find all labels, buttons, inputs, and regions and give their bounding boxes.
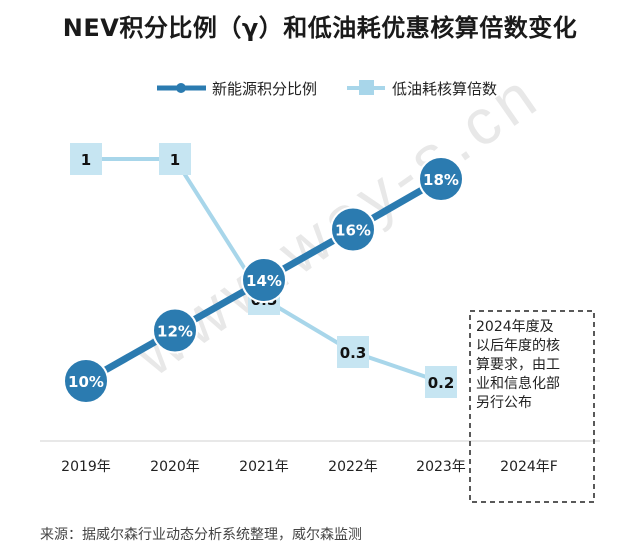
data-label-nev: 16% xyxy=(335,222,371,240)
legend: 新能源积分比例 低油耗核算倍数 xyxy=(157,80,497,98)
data-point-low-fuel xyxy=(159,143,191,175)
annotation-note: 2024年度及 以后年度的核 算要求，由工 业和信息化部 另行公布 xyxy=(476,319,560,411)
x-tick-label: 2021年 xyxy=(239,459,289,475)
data-point-nev xyxy=(63,358,109,404)
legend-marker-nev xyxy=(176,83,186,93)
data-label-low-fuel: 0.2 xyxy=(428,374,455,392)
data-label-nev: 14% xyxy=(246,272,282,290)
data-point-nev xyxy=(418,156,464,202)
source-note: 来源：据威尔森行业动态分析系统整理，威尔森监测 xyxy=(40,527,362,543)
chart-title: NEV积分比例（γ）和低油耗优惠核算倍数变化 xyxy=(62,14,578,42)
legend-marker-low-fuel xyxy=(359,80,374,95)
data-point-low-fuel xyxy=(337,336,369,368)
data-label-low-fuel: 0.3 xyxy=(340,344,367,362)
data-point-nev xyxy=(152,307,198,354)
data-point-nev xyxy=(241,257,287,303)
x-tick-labels: 2019年 2020年 2021年 2022年 2023年 2024年F xyxy=(61,459,558,475)
x-tick-label: 2023年 xyxy=(416,459,466,475)
data-point-low-fuel xyxy=(425,366,457,398)
data-label-nev: 10% xyxy=(68,373,104,391)
data-point-nev xyxy=(330,206,376,253)
legend-label-low-fuel: 低油耗核算倍数 xyxy=(392,80,497,98)
x-tick-label: 2019年 xyxy=(61,459,111,475)
data-label-nev: 12% xyxy=(157,323,193,341)
x-tick-label: 2024年F xyxy=(500,459,558,475)
data-label-low-fuel: 1 xyxy=(170,151,180,169)
data-label-nev: 18% xyxy=(423,171,459,189)
x-tick-label: 2020年 xyxy=(150,459,200,475)
data-point-low-fuel xyxy=(70,143,102,175)
x-tick-label: 2022年 xyxy=(328,459,378,475)
annotation-box xyxy=(469,310,595,503)
series-nev: 10% 12% 14% 16% 18% xyxy=(63,156,464,404)
legend-label-nev: 新能源积分比例 xyxy=(212,80,317,98)
data-label-low-fuel: 1 xyxy=(81,151,91,169)
